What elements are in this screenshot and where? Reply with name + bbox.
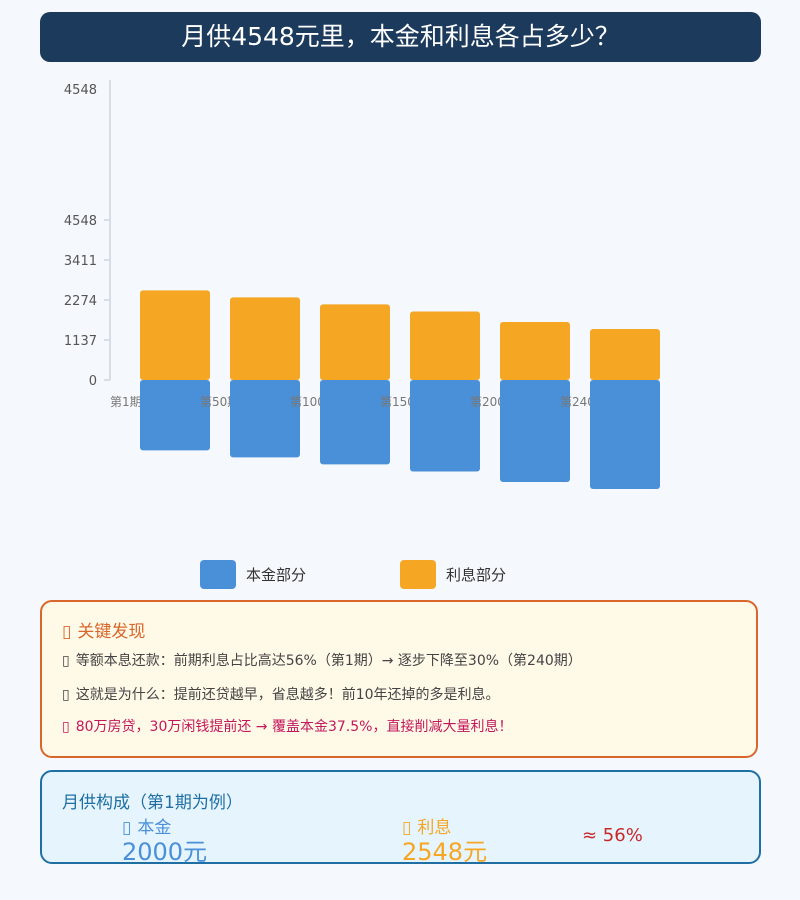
bar-principal xyxy=(500,380,570,483)
y-tick-label: 0 xyxy=(89,374,97,389)
legend-swatch-principal xyxy=(200,560,236,589)
finding-text: 等额本息还款：前期利息占比高达56%（第1期）→ 逐步下降至30%（第240期） xyxy=(75,653,582,669)
bar-interest xyxy=(320,304,390,380)
legend-item-interest: 利息部分 xyxy=(400,560,506,589)
interest-label-text: 利息 xyxy=(417,818,452,838)
key-findings-panel: ▯ 关键发现 ▯ 等额本息还款：前期利息占比高达56%（第1期）→ 逐步下降至30%… xyxy=(40,600,758,758)
bar-interest xyxy=(500,322,570,380)
finding-text: 这就是为什么：提前还贷越早，省息越多！前10年还掉的多是利息。 xyxy=(75,687,500,703)
legend-item-principal: 本金部分 xyxy=(200,560,306,589)
bar-principal xyxy=(590,380,660,490)
key-findings-title-text: 关键发现 xyxy=(77,622,146,642)
target-icon: ▯ xyxy=(62,719,70,735)
square-icon: ▯ xyxy=(402,818,412,838)
principal-value: 2000元 xyxy=(122,838,208,866)
y-tick-label: 2274 xyxy=(64,294,97,309)
principal-label: ▯ 本金 xyxy=(122,818,207,838)
lightbulb-icon: ▯ xyxy=(62,687,70,703)
bar-interest xyxy=(590,329,660,380)
legend-label-principal: 本金部分 xyxy=(246,566,307,584)
interest-value: 2548元 xyxy=(402,838,488,866)
chart-legend: 本金部分 利息部分 xyxy=(0,560,800,590)
pin-icon: ▯ xyxy=(62,653,70,669)
y-tick-label: 3411 xyxy=(64,254,97,269)
y-tick-label: 1137 xyxy=(64,334,97,349)
principal-block: ▯ 本金 2000元 xyxy=(122,818,207,866)
chart-title: 月供4548元里，本金和利息各占多少？ xyxy=(40,12,761,62)
finding-text: 80万房贷，30万闲钱提前还 → 覆盖本金37.5%，直接削减大量利息！ xyxy=(75,719,513,735)
composition-title: 月供构成（第1期为例） xyxy=(62,793,243,813)
bar-interest xyxy=(140,290,210,380)
bar-principal xyxy=(410,380,480,472)
bar-principal xyxy=(230,380,300,458)
interest-block: ▯ 利息 2548元 xyxy=(402,818,487,866)
legend-swatch-interest xyxy=(400,560,436,589)
payment-composition-panel: 月供构成（第1期为例） ▯ 本金 2000元 ▯ 利息 2548元 ≈ 56% xyxy=(40,770,761,866)
finding-item-highlight: ▯ 80万房贷，30万闲钱提前还 → 覆盖本金37.5%，直接削减大量利息！ xyxy=(62,716,512,736)
legend-label-interest: 利息部分 xyxy=(446,566,507,584)
key-findings-title: ▯ 关键发现 xyxy=(62,617,145,642)
interest-ratio: ≈ 56% xyxy=(582,825,643,846)
principal-label-text: 本金 xyxy=(137,818,172,838)
y-tick-label: 4548 xyxy=(64,214,97,229)
bar-interest xyxy=(410,311,480,380)
square-icon: ▯ xyxy=(122,818,132,838)
finding-item: ▯ 等额本息还款：前期利息占比高达56%（第1期）→ 逐步下降至30%（第240期… xyxy=(62,650,582,670)
bar-interest xyxy=(230,297,300,380)
bar-principal xyxy=(320,380,390,465)
y-axis-top-label: 4548 xyxy=(64,83,97,98)
magnifier-icon: ▯ xyxy=(62,622,72,642)
x-tick-label: 第1期 xyxy=(110,395,142,409)
x-tick-label: 第50期 xyxy=(200,395,239,409)
finding-item: ▯ 这就是为什么：提前还贷越早，省息越多！前10年还掉的多是利息。 xyxy=(62,684,500,704)
interest-label: ▯ 利息 xyxy=(402,818,487,838)
bar-principal xyxy=(140,380,210,451)
